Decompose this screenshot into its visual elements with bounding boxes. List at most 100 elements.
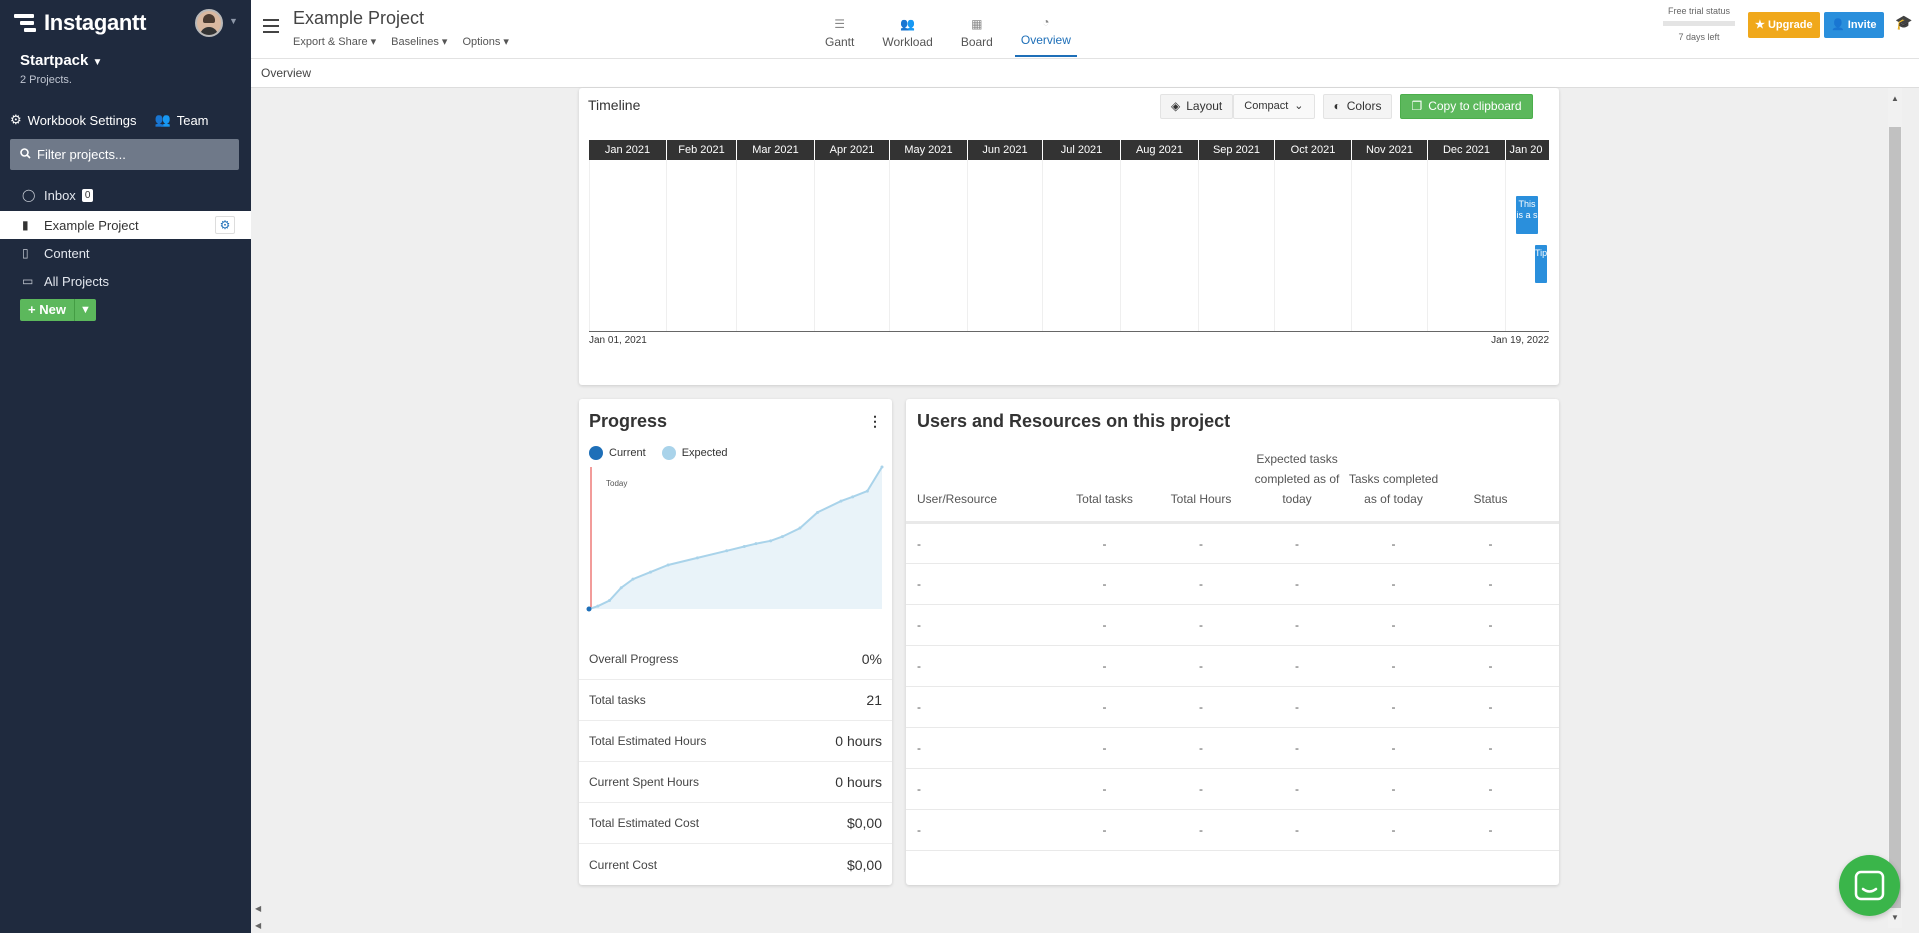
- table-row: ------: [906, 604, 1559, 646]
- tab-board[interactable]: ▦ Board: [960, 17, 993, 49]
- view-tabs: ☰ Gantt 👥 Workload ▦ Board ◔ Overview: [811, 0, 1085, 57]
- sidebar-item-all-projects[interactable]: ▭ All Projects: [22, 273, 110, 289]
- legend-current[interactable]: Current: [589, 446, 646, 460]
- month-label: Mar 2021: [737, 140, 815, 160]
- timeline-start-date: Jan 01, 2021: [589, 335, 647, 346]
- expected-point: [608, 598, 612, 602]
- upgrade-button[interactable]: ★ Upgrade: [1748, 12, 1820, 38]
- timeline-task-bar[interactable]: This is a s: [1516, 196, 1538, 234]
- export-share-menu[interactable]: Export & Share ▾: [293, 36, 377, 48]
- baselines-menu[interactable]: Baselines ▾: [391, 36, 448, 48]
- project-settings-button[interactable]: ⚙: [215, 216, 235, 234]
- invite-button[interactable]: 👤 Invite: [1824, 12, 1884, 38]
- tab-gantt[interactable]: ☰ Gantt: [825, 17, 855, 49]
- table-cell: [1539, 645, 1559, 687]
- sidebar-item-inbox[interactable]: ◯ Inbox 0: [0, 181, 251, 209]
- dashboard-icon: ◔: [1042, 15, 1050, 29]
- vertical-scrollbar[interactable]: ▲ ▼: [1888, 88, 1902, 928]
- column-header[interactable]: Total Hours: [1153, 449, 1249, 524]
- tab-workload[interactable]: 👥 Workload: [882, 17, 933, 49]
- table-cell: -: [1442, 645, 1539, 687]
- table-cell: -: [1056, 563, 1153, 605]
- sidebar: Instagantt ▼ Startpack ▼ 2 Projects. ⚙ Wo…: [0, 0, 251, 933]
- table-cell: -: [1056, 604, 1153, 646]
- palette-icon: ◐: [1333, 99, 1341, 113]
- layout-select[interactable]: Compact ⌄: [1233, 94, 1315, 119]
- column-header[interactable]: User/Resource: [906, 449, 1056, 524]
- column-header[interactable]: Expected tasks completed as of today: [1249, 449, 1345, 524]
- table-cell: -: [1153, 686, 1249, 728]
- timeline-title: Timeline: [588, 97, 641, 113]
- user-avatar[interactable]: [195, 9, 223, 37]
- table-cell: [1539, 686, 1559, 728]
- more-options-icon[interactable]: ⋮: [868, 413, 882, 429]
- column-header[interactable]: Tasks completed as of today: [1345, 449, 1442, 524]
- chat-widget-button[interactable]: [1839, 855, 1900, 916]
- table-cell: -: [906, 604, 1056, 646]
- expected-point: [816, 510, 820, 514]
- users-resources-table: User/Resource Total tasks Total Hours Ex…: [906, 449, 1559, 851]
- new-button[interactable]: + New: [20, 299, 74, 321]
- hamburger-menu-icon[interactable]: [263, 19, 279, 37]
- table-row: ------: [906, 686, 1559, 728]
- layers-icon: ◈: [1171, 99, 1181, 113]
- layout-button[interactable]: ◈ Layout: [1160, 94, 1234, 119]
- sidebar-item-example-project[interactable]: ▮ Example Project ⚙: [0, 211, 251, 239]
- chart-legend: Current Expected: [589, 446, 728, 460]
- table-cell: -: [1249, 604, 1345, 646]
- file-icon: ▯: [22, 246, 29, 260]
- team-link[interactable]: 👥 Team: [154, 112, 209, 128]
- table-cell: -: [1153, 727, 1249, 769]
- table-cell: -: [1442, 768, 1539, 810]
- expected-point: [725, 549, 729, 553]
- copy-to-clipboard-button[interactable]: ❐ Copy to clipboard: [1400, 94, 1533, 119]
- table-cell: -: [906, 768, 1056, 810]
- options-menu[interactable]: Options ▾: [462, 36, 509, 48]
- app-logo[interactable]: Instagantt: [14, 10, 146, 36]
- table-cell: -: [1153, 522, 1249, 564]
- graduation-cap-icon[interactable]: 🎓: [1895, 14, 1913, 30]
- tab-overview[interactable]: ◔ Overview: [1014, 0, 1077, 57]
- search-icon: [20, 147, 31, 162]
- timeline-task-bar[interactable]: Tip: [1535, 245, 1547, 283]
- gear-icon: ⚙: [10, 112, 22, 127]
- table-cell: -: [906, 727, 1056, 769]
- current-point: [586, 606, 592, 612]
- expected-point: [742, 545, 746, 549]
- table-cell: -: [1442, 727, 1539, 769]
- table-cell: -: [1153, 645, 1249, 687]
- table-cell: -: [1249, 727, 1345, 769]
- scroll-left-icon[interactable]: ◀: [255, 904, 262, 913]
- table-cell: -: [1056, 645, 1153, 687]
- table-cell: [1539, 563, 1559, 605]
- table-cell: -: [1345, 522, 1442, 564]
- board-icon: ▦: [971, 17, 983, 31]
- table-row: ------: [906, 727, 1559, 769]
- column-header[interactable]: Total tasks: [1056, 449, 1153, 524]
- table-row: ------: [906, 522, 1559, 564]
- table-cell: -: [1442, 686, 1539, 728]
- table-cell: -: [1153, 604, 1249, 646]
- caret-down-icon[interactable]: ▼: [229, 16, 238, 26]
- table-cell: -: [1249, 645, 1345, 687]
- expected-point: [880, 465, 884, 469]
- stat-total-tasks: Total tasks 21: [579, 680, 892, 721]
- colors-button[interactable]: ◐ Colors: [1322, 94, 1393, 119]
- filter-projects[interactable]: [10, 139, 239, 170]
- progress-title: Progress: [589, 411, 668, 431]
- new-dropdown-toggle[interactable]: ▼: [73, 299, 96, 321]
- sidebar-item-content[interactable]: ▯ Content: [22, 245, 90, 261]
- expected-point: [631, 577, 635, 581]
- expected-point: [798, 526, 802, 530]
- legend-expected[interactable]: Expected: [661, 446, 728, 460]
- users-resources-title: Users and Resources on this project: [917, 411, 1231, 431]
- chat-icon: [1854, 870, 1885, 901]
- scrollbar-thumb[interactable]: [1889, 127, 1901, 908]
- progress-chart: Today: [586, 465, 884, 612]
- workbook-settings-link[interactable]: ⚙ Workbook Settings: [10, 112, 137, 128]
- column-header[interactable]: Status: [1442, 449, 1539, 524]
- scroll-left-icon[interactable]: ◀: [255, 921, 262, 930]
- table-cell: -: [906, 522, 1056, 564]
- filter-projects-input[interactable]: [37, 147, 227, 162]
- workspace-name[interactable]: Startpack ▼: [20, 52, 103, 69]
